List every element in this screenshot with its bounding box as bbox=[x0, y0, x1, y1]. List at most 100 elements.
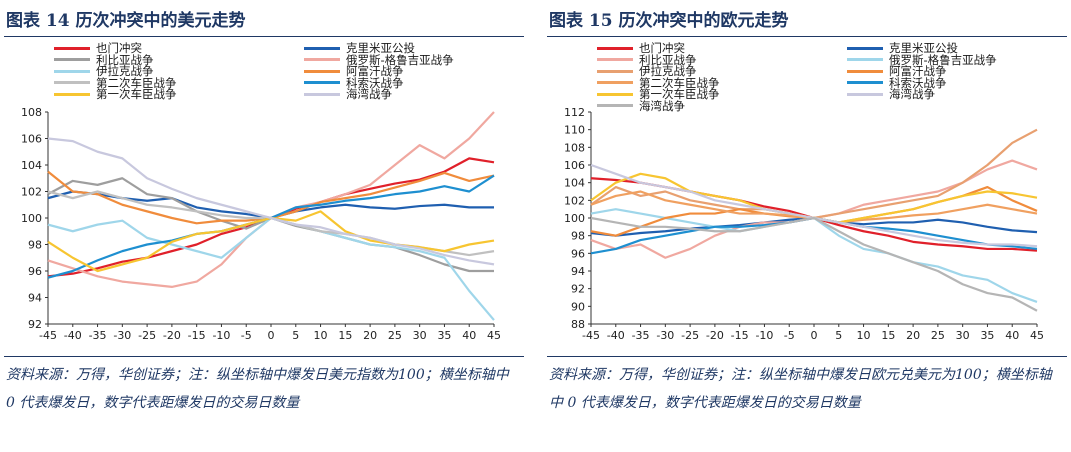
x-tick-label: -20 bbox=[706, 329, 724, 342]
legend-label: 阿富汗战争 bbox=[346, 64, 404, 78]
series-line bbox=[590, 128, 1038, 220]
legend-label: 也门冲突 bbox=[96, 41, 142, 55]
legend-label: 第一次车臣战争 bbox=[96, 87, 177, 101]
legend-item: 也门冲突 bbox=[597, 40, 685, 56]
x-tick-label: -20 bbox=[163, 329, 181, 342]
x-tick-label: 15 bbox=[338, 329, 352, 342]
x-tick-label: 15 bbox=[881, 329, 895, 342]
x-tick-label: 20 bbox=[363, 329, 377, 342]
footer-rule bbox=[547, 356, 1067, 357]
legend-label: 第二次车臣战争 bbox=[96, 75, 177, 90]
y-tick-label: 102 bbox=[564, 194, 585, 207]
legend-label: 俄罗斯-格鲁吉亚战争 bbox=[889, 52, 997, 67]
legend-item: 第一次车臣战争 bbox=[597, 86, 720, 102]
x-tick-label: 35 bbox=[437, 329, 451, 342]
y-tick-label: 90 bbox=[571, 300, 585, 313]
chart-panel-eur: 图表 15 历次冲突中的欧元走势 也门冲突 克里米亚公投 利比亚战争 俄罗斯-格鲁吉亚… bbox=[547, 0, 1067, 452]
legend-label: 科索沃战争 bbox=[889, 75, 947, 90]
y-tick-label: 92 bbox=[28, 318, 42, 331]
legend-item: 第一次车臣战争 bbox=[54, 86, 177, 102]
source-note: 资料来源：万得，华创证券；注：纵坐标轴中爆发日欧元兑美元为100；横坐标轴中 0… bbox=[549, 367, 1052, 411]
series-line bbox=[590, 216, 1038, 312]
legend-swatch bbox=[847, 81, 883, 84]
legend-item: 阿富汗战争 bbox=[847, 63, 947, 79]
y-tick-label: 96 bbox=[28, 265, 42, 278]
x-tick-label: -5 bbox=[784, 329, 795, 342]
x-tick-label: 25 bbox=[388, 329, 402, 342]
legend-swatch bbox=[597, 69, 633, 73]
series-line bbox=[47, 174, 495, 279]
legend-label: 伊拉克战争 bbox=[639, 64, 697, 78]
y-tick-label: 94 bbox=[28, 292, 42, 305]
source-note: 资料来源：万得，华创证券；注：纵坐标轴中爆发日美元指数为100；横坐标轴中 0 … bbox=[6, 367, 509, 411]
legend-item: 阿富汗战争 bbox=[304, 63, 404, 79]
series-line bbox=[590, 177, 1038, 252]
legend-label: 俄罗斯-格鲁吉亚战争 bbox=[346, 52, 454, 67]
y-tick-label: 106 bbox=[564, 159, 585, 172]
x-tick-label: 35 bbox=[980, 329, 994, 342]
legend-swatch bbox=[597, 46, 633, 50]
legend-label: 海湾战争 bbox=[639, 98, 685, 113]
chart-panel-usd: 图表 14 历次冲突中的美元走势 也门冲突 克里米亚公投 利比亚战争 俄罗斯-格鲁吉亚… bbox=[4, 0, 524, 452]
legend-swatch bbox=[54, 81, 90, 84]
x-tick-label: -30 bbox=[656, 329, 674, 342]
legend-swatch bbox=[597, 92, 633, 96]
legend-item: 第二次车臣战争 bbox=[54, 75, 177, 91]
legend-swatch bbox=[847, 46, 883, 50]
y-tick-label: 104 bbox=[564, 177, 585, 190]
x-tick-label: 30 bbox=[413, 329, 427, 342]
x-tick-label: 10 bbox=[314, 329, 328, 342]
x-tick-label: -45 bbox=[39, 329, 57, 342]
legend-item: 海湾战争 bbox=[597, 98, 685, 114]
series-line bbox=[47, 111, 495, 288]
title-rule bbox=[547, 36, 1067, 37]
legend-swatch bbox=[847, 69, 883, 73]
x-tick-label: -40 bbox=[607, 329, 625, 342]
legend-swatch bbox=[54, 69, 90, 73]
y-tick-label: 112 bbox=[564, 106, 585, 119]
legend-item: 利比亚战争 bbox=[597, 52, 697, 68]
y-tick-label: 108 bbox=[564, 141, 585, 154]
y-tick-label: 88 bbox=[571, 318, 585, 331]
legend-label: 海湾战争 bbox=[889, 87, 935, 101]
x-tick-label: -10 bbox=[755, 329, 773, 342]
y-tick-label: 94 bbox=[571, 265, 585, 278]
legend-item: 也门冲突 bbox=[54, 40, 142, 56]
legend-label: 科索沃战争 bbox=[346, 75, 404, 90]
legend-item: 第二次车臣战争 bbox=[597, 75, 720, 91]
x-tick-label: 0 bbox=[811, 329, 818, 342]
legend-swatch bbox=[597, 81, 633, 84]
x-tick-label: -30 bbox=[113, 329, 131, 342]
x-tick-label: 5 bbox=[292, 329, 299, 342]
x-tick-label: -10 bbox=[212, 329, 230, 342]
x-tick-label: 0 bbox=[268, 329, 275, 342]
x-tick-label: -5 bbox=[241, 329, 252, 342]
legend-item: 海湾战争 bbox=[304, 86, 392, 102]
title-rule bbox=[4, 36, 524, 37]
y-tick-label: 92 bbox=[571, 283, 585, 296]
legend-swatch bbox=[597, 104, 633, 107]
legend-label: 第一次车臣战争 bbox=[639, 87, 720, 101]
legend-item: 克里米亚公投 bbox=[847, 40, 958, 56]
legend-swatch bbox=[54, 58, 90, 61]
x-tick-label: -15 bbox=[731, 329, 749, 342]
legend-swatch bbox=[304, 81, 340, 84]
legend-item: 科索沃战争 bbox=[304, 75, 404, 91]
legend-swatch bbox=[54, 46, 90, 50]
y-tick-label: 98 bbox=[571, 230, 585, 243]
x-tick-label: -25 bbox=[138, 329, 156, 342]
series-line bbox=[47, 216, 495, 321]
legend-label: 第二次车臣战争 bbox=[639, 75, 720, 90]
legend-label: 阿富汗战争 bbox=[889, 64, 947, 78]
legend-item: 海湾战争 bbox=[847, 86, 935, 102]
x-tick-label: -35 bbox=[632, 329, 650, 342]
x-tick-label: 20 bbox=[906, 329, 920, 342]
y-tick-label: 104 bbox=[21, 159, 42, 172]
series-line bbox=[47, 210, 495, 273]
y-tick-label: 110 bbox=[564, 124, 585, 137]
x-tick-label: -40 bbox=[64, 329, 82, 342]
legend-label: 也门冲突 bbox=[639, 41, 685, 55]
x-tick-label: 45 bbox=[487, 329, 501, 342]
